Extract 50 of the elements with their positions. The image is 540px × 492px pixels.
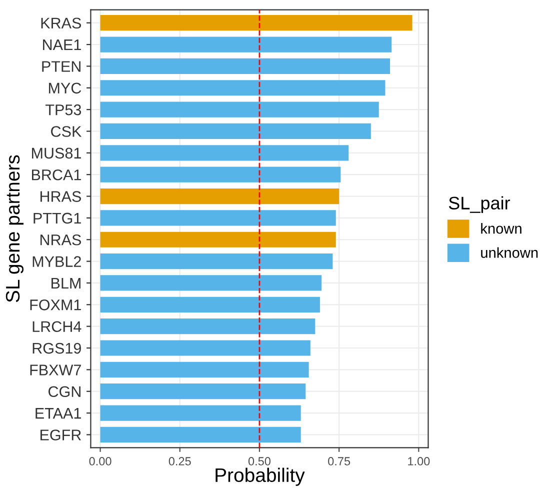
y-tick-label: TP53 bbox=[46, 104, 82, 116]
y-tick-label: LRCH4 bbox=[32, 321, 82, 332]
bar bbox=[100, 145, 349, 161]
bar bbox=[100, 384, 306, 400]
y-tick-label: CGN bbox=[48, 386, 80, 398]
bar bbox=[100, 426, 301, 443]
bar bbox=[100, 296, 320, 312]
x-tick-label: 0.25 bbox=[168, 457, 191, 466]
bar bbox=[100, 123, 371, 140]
y-tick-label: NAE1 bbox=[43, 40, 81, 50]
bar bbox=[100, 253, 333, 270]
y-tick-label: NRAS bbox=[40, 234, 81, 246]
y-tick-label: FBXW7 bbox=[30, 364, 81, 376]
legend-label: unknown bbox=[481, 247, 538, 258]
bar bbox=[100, 275, 322, 291]
bar bbox=[100, 36, 392, 52]
y-tick-label: ETAA1 bbox=[36, 408, 81, 419]
bar bbox=[100, 188, 340, 204]
y-tick-label: MYBL2 bbox=[32, 256, 81, 267]
bar bbox=[100, 318, 316, 334]
y-tick-label: KRAS bbox=[41, 18, 81, 29]
bar bbox=[100, 210, 336, 226]
y-tick-label: FOXM1 bbox=[30, 300, 81, 310]
x-axis-title: Probability bbox=[216, 468, 305, 486]
x-tick-label: 0.50 bbox=[248, 457, 270, 466]
bar bbox=[100, 80, 386, 96]
y-tick-label: MYC bbox=[48, 82, 82, 94]
bar bbox=[100, 166, 341, 182]
x-tick-label: 1.00 bbox=[408, 457, 430, 466]
y-tick-label: CSK bbox=[51, 126, 82, 137]
y-tick-label: RGS19 bbox=[32, 342, 81, 354]
y-tick-label: BRCA1 bbox=[32, 169, 81, 180]
bar bbox=[100, 340, 310, 356]
y-axis-title: SL gene partners bbox=[6, 155, 24, 302]
bar bbox=[100, 58, 390, 74]
legend-title: SL_pair bbox=[448, 196, 510, 214]
y-tick-label: EGFR bbox=[40, 430, 81, 440]
x-tick-label: 0.00 bbox=[89, 457, 112, 466]
bar bbox=[100, 15, 412, 31]
y-tick-label: BLM bbox=[52, 278, 80, 289]
legend-label: known bbox=[481, 223, 522, 234]
bar bbox=[100, 232, 336, 248]
bar bbox=[100, 405, 301, 421]
y-tick-label: MUS81 bbox=[32, 148, 81, 159]
y-tick-label: HRAS bbox=[40, 191, 81, 202]
bar bbox=[100, 362, 309, 378]
y-tick-label: PTEN bbox=[42, 61, 80, 72]
x-tick-label: 0.75 bbox=[328, 457, 350, 466]
bar bbox=[100, 102, 379, 118]
y-tick-label: PTTG1 bbox=[34, 212, 81, 224]
